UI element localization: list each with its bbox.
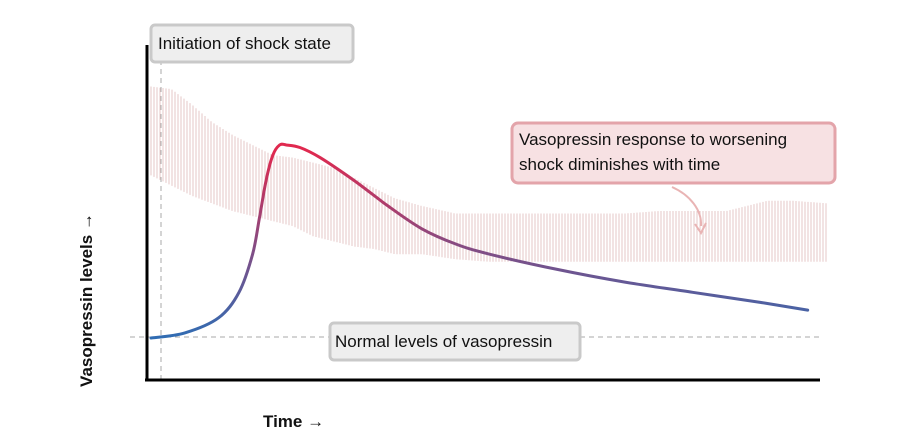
- vasopressin-curve: [149, 142, 810, 340]
- response-label-box: [510, 121, 837, 185]
- normal-levels-label-box: [328, 321, 582, 362]
- response-label-line-2: shock diminishes with time: [519, 155, 720, 174]
- y-axis-title: Vasopressin levels →: [77, 213, 96, 387]
- vasopressin-line: [149, 142, 810, 340]
- normal-levels-label: Normal levels of vasopressin: [335, 332, 552, 351]
- response-label-line-1: Vasopressin response to worsening: [519, 130, 787, 149]
- annotation-arrow: [671, 186, 703, 227]
- annotation-arrowhead: [694, 222, 707, 235]
- x-axis-title: Time →: [263, 412, 324, 431]
- shock-initiation-label-box: [149, 23, 355, 64]
- shock-initiation-label: Initiation of shock state: [158, 34, 331, 53]
- response-band: [150, 86, 827, 262]
